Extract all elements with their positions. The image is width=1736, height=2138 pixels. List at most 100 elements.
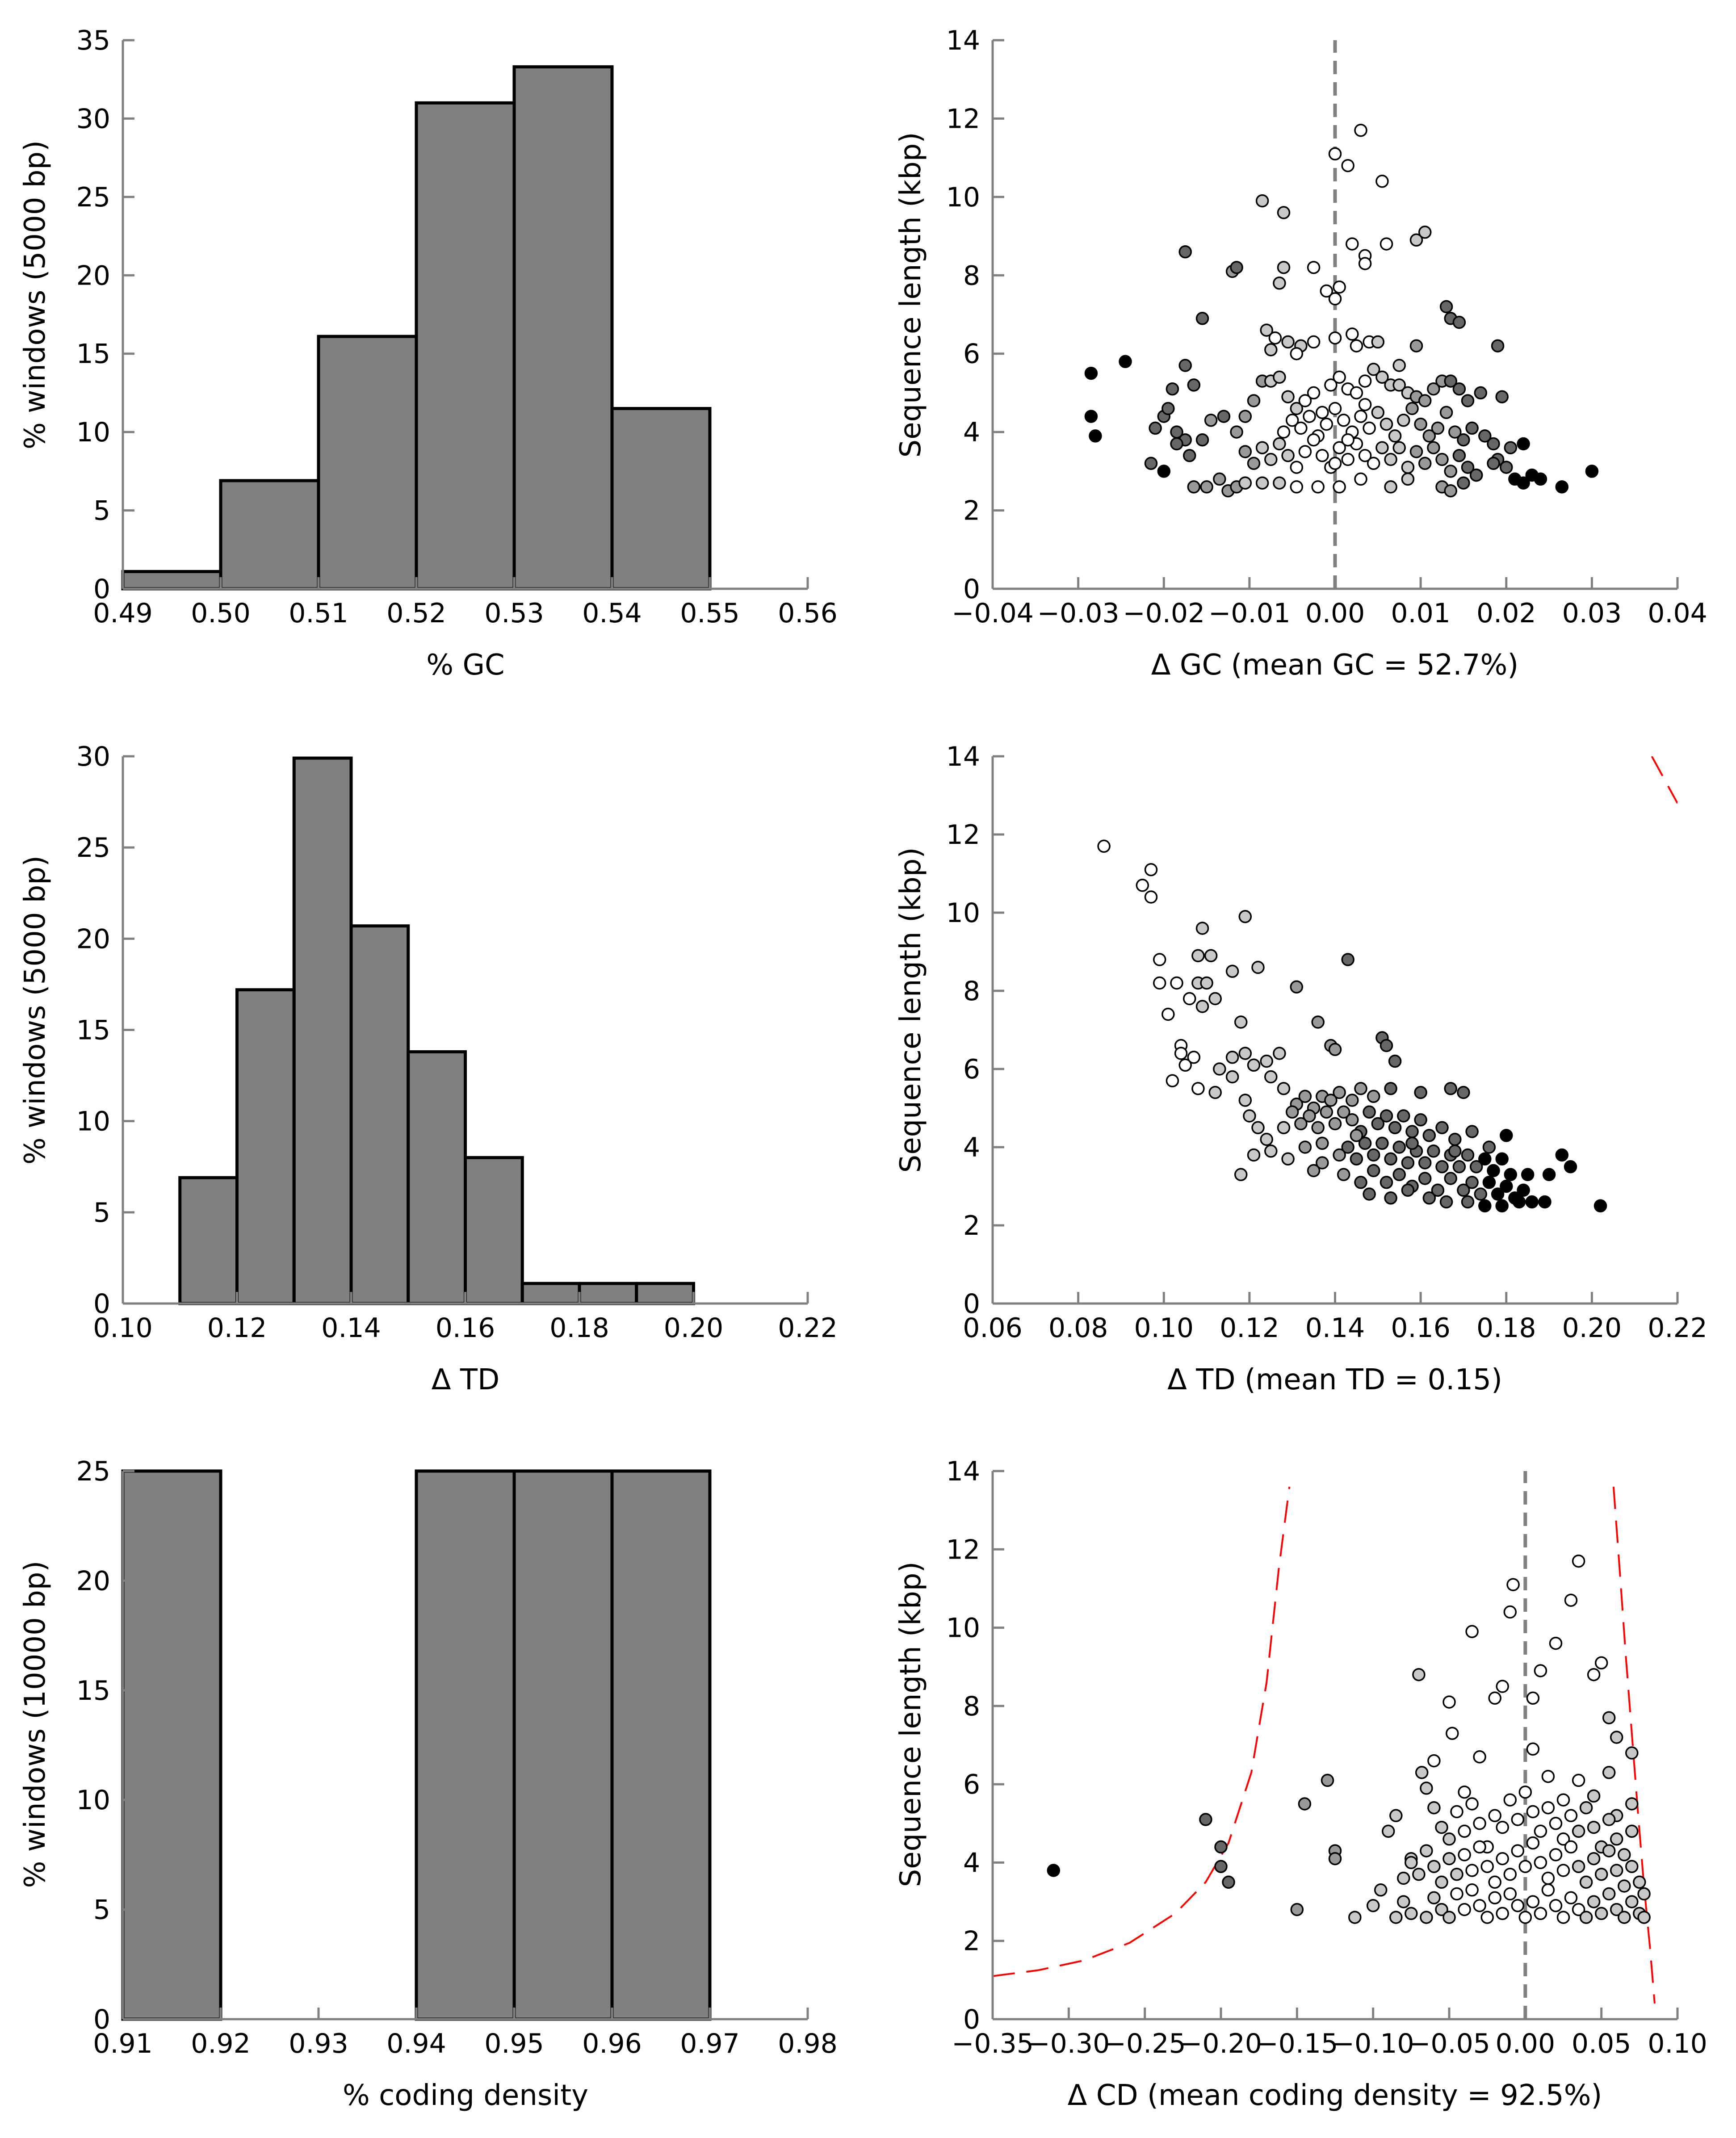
td-scatter-point xyxy=(1482,1140,1496,1154)
gc-scatter-point xyxy=(1277,425,1291,439)
td-scatter-point xyxy=(1225,964,1239,978)
gc-scatter-point xyxy=(1277,260,1291,274)
td-scatter-point xyxy=(1247,1058,1261,1072)
gc-scatter-point xyxy=(1439,406,1453,419)
gc-scatter-point xyxy=(1320,417,1333,431)
gc-scatter-point xyxy=(1350,339,1363,352)
coding-density-scatter-point xyxy=(1564,1809,1578,1823)
td-scatter-point xyxy=(1328,1117,1342,1131)
coding-density-scatter-point xyxy=(1465,1797,1479,1811)
td-scatter-point xyxy=(1303,1109,1316,1123)
td-scatter-point xyxy=(1478,1199,1492,1213)
gc-scatter-point xyxy=(1346,327,1359,341)
coding-density-scatter-y-tick-label: 10 xyxy=(946,1613,980,1644)
gc-scatter-point xyxy=(1166,382,1179,396)
td-scatter-point xyxy=(1153,953,1166,966)
gc-scatter-point xyxy=(1316,406,1329,419)
td-scatter-x-tick-label: 0.22 xyxy=(1648,1312,1707,1344)
td-scatter-marks xyxy=(1097,756,1677,1213)
gc-scatter-point xyxy=(1337,414,1350,427)
gc-scatter-point xyxy=(1260,323,1273,337)
gc-histogram-bar xyxy=(121,570,222,591)
td-scatter-point xyxy=(1195,922,1209,935)
td-scatter-point xyxy=(1307,1164,1321,1178)
coding-density-scatter-point xyxy=(1465,1625,1479,1639)
td-scatter-point xyxy=(1388,1121,1402,1135)
td-histogram-bar xyxy=(578,1282,638,1305)
coding-density-scatter-point xyxy=(1420,1782,1433,1795)
td-scatter-point xyxy=(1401,1183,1415,1197)
gc-scatter-point xyxy=(1333,280,1346,294)
gc-scatter-point xyxy=(1320,284,1333,298)
coding-density-scatter-x-tick-label: −0.30 xyxy=(1027,2028,1110,2059)
td-scatter-point xyxy=(1384,1152,1397,1166)
coding-density-scatter-point xyxy=(1564,1840,1578,1854)
td-scatter-point xyxy=(1251,960,1265,974)
gc-scatter-y-tick-label: 2 xyxy=(963,495,980,527)
coding-density-scatter-point xyxy=(1405,1856,1418,1870)
gc-scatter-point xyxy=(1457,476,1470,490)
td-scatter-point xyxy=(1337,1168,1350,1182)
gc-scatter-point xyxy=(1333,370,1346,384)
gc-scatter-point xyxy=(1290,480,1304,494)
coding-density-histogram-y-tick-label: 25 xyxy=(76,1456,110,1487)
coding-density-scatter-point xyxy=(1496,1820,1509,1834)
td-scatter-point xyxy=(1191,949,1205,963)
td-scatter-point xyxy=(1422,1129,1436,1142)
gc-scatter-panel: Δ GC (mean GC = 52.7%) Sequence length (… xyxy=(894,25,1707,682)
gc-scatter-point xyxy=(1307,260,1321,274)
gc-scatter-point xyxy=(1119,355,1132,369)
coding-density-scatter-x-tick-label: 0.05 xyxy=(1572,2028,1631,2059)
td-scatter-point xyxy=(1397,1109,1410,1123)
gc-scatter-y-tick-label: 0 xyxy=(963,574,980,605)
coding-density-scatter-point xyxy=(1618,1879,1631,1893)
gc-scatter-point xyxy=(1517,437,1530,451)
coding-density-scatter-point xyxy=(1446,1727,1459,1740)
gc-scatter-point xyxy=(1392,441,1406,454)
gc-scatter-point xyxy=(1230,260,1243,274)
coding-density-scatter-point xyxy=(1549,1817,1563,1830)
td-scatter-point xyxy=(1166,1074,1179,1088)
td-histogram-bar xyxy=(407,1050,467,1305)
td-scatter-point xyxy=(1444,1082,1457,1095)
gc-scatter-point xyxy=(1380,417,1393,431)
td-scatter-point xyxy=(1363,1105,1376,1119)
coding-density-histogram-x-tick-label: 0.96 xyxy=(582,2028,642,2059)
coding-density-scatter-point xyxy=(1556,1793,1570,1807)
coding-density-scatter-point xyxy=(1503,1887,1517,1901)
gc-scatter-point xyxy=(1491,339,1505,352)
coding-density-scatter-point xyxy=(1374,1883,1388,1897)
gc-scatter-point xyxy=(1358,398,1372,411)
gc-scatter-point xyxy=(1435,453,1449,466)
gc-scatter-point xyxy=(1375,441,1389,454)
coding-density-scatter-point xyxy=(1511,1813,1525,1826)
coding-density-scatter-y-tick-label: 14 xyxy=(946,1456,980,1487)
coding-density-scatter-point xyxy=(1496,1680,1509,1693)
gc-histogram-x-tick-label: 0.53 xyxy=(484,598,544,629)
gc-histogram-marks xyxy=(121,65,712,591)
coding-density-histogram-y-tick-label: 0 xyxy=(93,2004,110,2035)
gc-scatter-point xyxy=(1273,370,1286,384)
coding-density-scatter-threshold-curve xyxy=(993,1486,1291,1977)
coding-density-histogram-ylabel: % windows (10000 bp) xyxy=(19,1561,52,1888)
td-scatter-point xyxy=(1195,1000,1209,1013)
gc-scatter-point xyxy=(1358,449,1372,462)
td-scatter-x-tick-label: 0.12 xyxy=(1220,1312,1279,1344)
td-histogram-y-tick-label: 5 xyxy=(93,1197,110,1228)
coding-density-scatter-point xyxy=(1348,1911,1362,1924)
coding-density-scatter-x-tick-label: −0.20 xyxy=(1180,2028,1262,2059)
td-histogram-x-tick-label: 0.22 xyxy=(778,1312,838,1344)
gc-scatter-y-tick-label: 12 xyxy=(946,103,980,134)
td-histogram-bar xyxy=(178,1176,239,1305)
td-scatter-point xyxy=(1414,1086,1427,1099)
td-scatter-point xyxy=(1435,1160,1449,1174)
coding-density-scatter-point xyxy=(1618,1848,1631,1861)
td-scatter-point xyxy=(1225,1051,1239,1064)
td-scatter-point xyxy=(1401,1156,1415,1170)
coding-density-scatter-point xyxy=(1579,1875,1593,1889)
gc-scatter-point xyxy=(1358,374,1372,388)
coding-density-scatter-point xyxy=(1602,1813,1616,1826)
td-scatter-point xyxy=(1260,1132,1273,1146)
gc-scatter-point xyxy=(1444,465,1457,478)
